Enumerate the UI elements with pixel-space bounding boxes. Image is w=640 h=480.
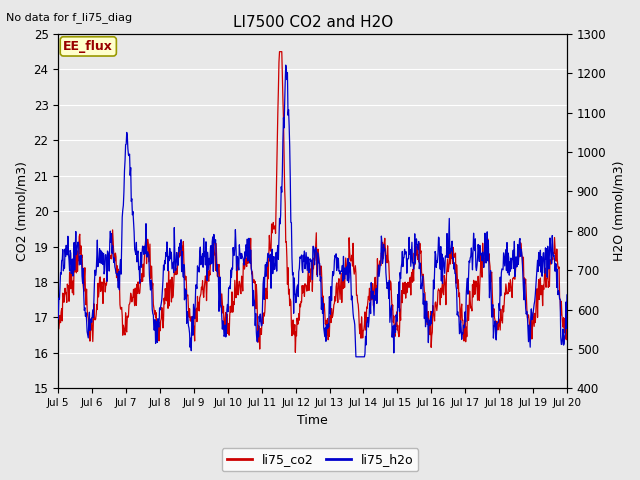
Title: LI7500 CO2 and H2O: LI7500 CO2 and H2O: [232, 15, 393, 30]
Text: No data for f_li75_diag: No data for f_li75_diag: [6, 12, 132, 23]
Y-axis label: CO2 (mmol/m3): CO2 (mmol/m3): [15, 161, 28, 261]
Y-axis label: H2O (mmol/m3): H2O (mmol/m3): [612, 161, 625, 262]
X-axis label: Time: Time: [297, 414, 328, 427]
Legend: li75_co2, li75_h2o: li75_co2, li75_h2o: [221, 448, 419, 471]
Text: EE_flux: EE_flux: [63, 40, 113, 53]
